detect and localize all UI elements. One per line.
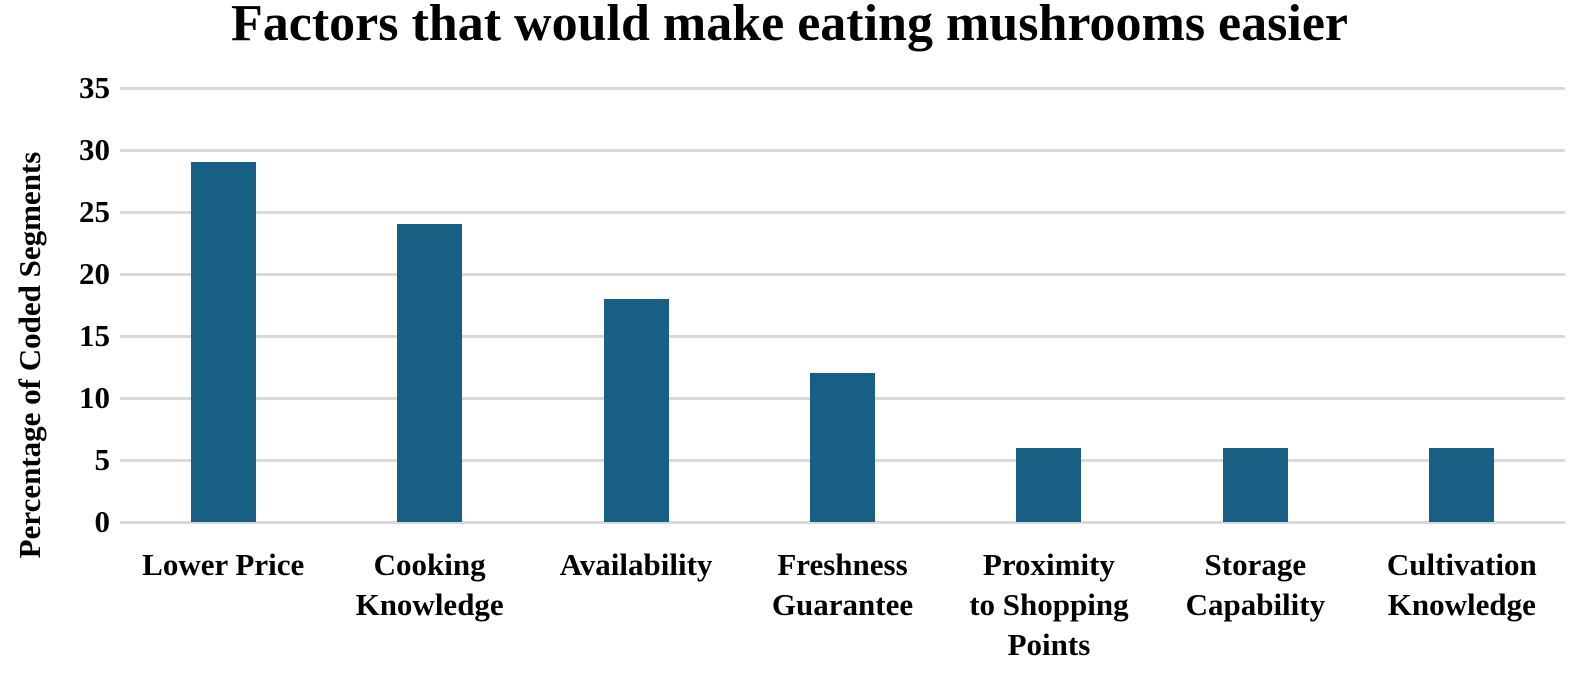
x-tick-label-line: Knowledge [1387,587,1536,622]
y-tick-label: 15 [79,318,110,353]
y-tick-label: 0 [94,504,111,539]
bar [190,162,256,522]
chart-title: Factors that would make eating mushrooms… [231,0,1348,52]
gridline [120,521,1565,524]
gridline [120,87,1565,90]
x-tick-label: Storage Capability [1155,545,1355,625]
y-tick-label: 35 [79,70,110,105]
x-tick-label: Availability [536,545,736,585]
x-tick-label: Freshness Guarantee [743,545,943,625]
x-tick-label: Proximity to Shopping Points [949,545,1149,665]
y-axis-label: Percentage of Coded Segments [12,151,47,559]
x-tick-label: Cooking Knowledge [330,545,530,625]
x-tick-label-line: Capability [1185,587,1326,622]
x-tick-label: Cultivation Knowledge [1362,545,1562,625]
y-tick-label: 10 [79,380,110,415]
x-tick-label-line: Cooking [373,547,486,582]
gridline [120,273,1565,276]
gridline [120,335,1565,338]
x-tick-label-line: Availability [559,547,713,582]
x-tick-label: Lower Price [123,545,323,585]
y-tick-label: 5 [94,442,111,477]
x-tick-label-line: Cultivation [1386,547,1537,582]
x-tick-label-line: Knowledge [355,587,504,622]
bar [1222,447,1288,522]
y-tick-label: 30 [79,132,110,167]
bar [397,224,463,522]
y-tick-label: 20 [79,256,110,291]
plot-area [120,87,1565,524]
x-tick-label-line: Lower Price [142,547,305,582]
bar [603,298,669,522]
x-tick-label-line: Freshness [777,547,908,582]
x-tick-label-line: Storage [1204,547,1307,582]
x-tick-label-line: to Shopping [969,587,1129,622]
gridline [120,211,1565,214]
x-tick-label-line: Points [1007,627,1091,662]
x-tick-label-line: Proximity [982,547,1115,582]
gridline [120,149,1565,152]
bar [810,373,875,522]
bar [1429,447,1495,522]
bar [1016,447,1082,522]
x-tick-label-line: Guarantee [771,587,914,622]
y-tick-label: 25 [79,194,110,229]
